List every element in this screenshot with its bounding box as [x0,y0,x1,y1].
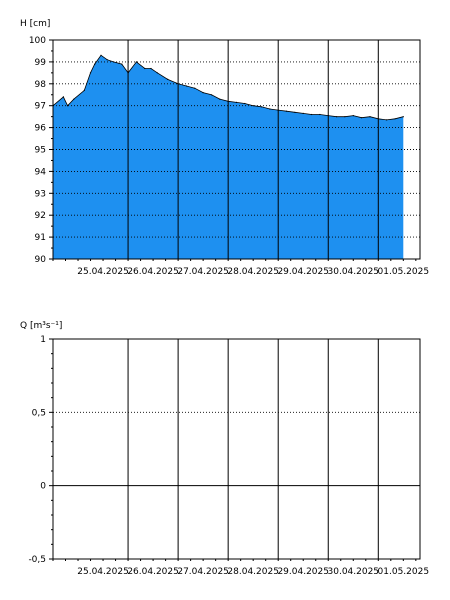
plot-frame [52,338,421,560]
y-tick-label: 93 [35,189,46,199]
y-tick-label: 99 [35,58,47,68]
x-tick-label: 29.04.2025 [277,567,329,577]
y-tick-label: 94 [35,167,47,177]
x-tick-label: 28.04.2025 [227,567,279,577]
x-tick-label: 25.04.2025 [77,267,129,277]
data-point [144,67,146,70]
data-point [121,63,123,65]
data-point [235,101,238,103]
discharge-chart: -0,500,5125.04.202526.04.202527.04.20252… [20,321,429,577]
data-point [156,72,158,74]
data-point [135,61,137,63]
data-point [394,118,396,120]
y-tick-label: -0,5 [28,555,46,565]
x-tick-label: 30.04.2025 [328,267,380,277]
data-point [67,105,69,107]
data-point [386,119,388,121]
data-point [210,94,213,96]
water-level-chart: 90 91 92 93 94 95 96 97 98 99 100 25.04.202526.04.2… [20,19,429,277]
data-point [344,116,346,118]
data-point [244,102,246,105]
data-point [106,59,108,61]
data-point [62,96,64,98]
y-tick-label: 100 [29,36,46,46]
x-tick-label: 27.04.2025 [177,567,229,577]
x-tick-label: 27.04.2025 [177,267,229,277]
data-point [260,106,263,108]
y-tick-label: 0 [40,482,46,492]
x-tick-label: 30.04.2025 [328,567,380,577]
data-point [219,98,221,100]
data-point [89,72,92,74]
y-axis-label: Q [m³s⁻¹] [20,321,62,331]
data-point [269,108,271,110]
data-point [202,92,204,94]
data-point [336,116,338,118]
data-point [319,113,321,116]
data-point [185,85,188,87]
data-point [73,98,75,100]
data-point [94,63,96,65]
data-point [194,87,196,89]
data-point [402,116,404,118]
x-tick-label: 01.05.2025 [378,567,430,577]
y-tick-label: 96 [35,124,47,134]
data-point [352,115,354,117]
x-tick-label: 25.04.2025 [77,567,129,577]
data-point [150,67,152,70]
y-tick-label: 1 [40,335,46,345]
data-point [369,116,371,118]
y-axis-label: H [cm] [20,19,50,29]
y-tick-label: 92 [35,211,46,221]
data-point [167,78,169,80]
x-tick-label: 26.04.2025 [127,267,179,277]
x-tick-label: 28.04.2025 [227,267,279,277]
data-point [83,89,85,91]
x-tick-label: 29.04.2025 [277,267,329,277]
data-point [311,113,313,116]
y-tick-label: 97 [35,102,46,112]
x-tick-label: 26.04.2025 [127,567,179,577]
y-tick-label: 95 [35,146,46,156]
data-point [252,105,254,107]
data-point [361,117,363,119]
y-tick-label: 91 [35,233,46,243]
plot-frame [52,39,421,260]
y-tick-label: 0,5 [32,408,46,418]
x-tick-label: 01.05.2025 [378,267,430,277]
data-point [302,112,304,114]
data-point [100,54,102,56]
y-tick-label: 90 [35,255,47,265]
data-point [285,110,288,112]
y-tick-label: 98 [35,80,47,90]
data-point [294,111,296,113]
